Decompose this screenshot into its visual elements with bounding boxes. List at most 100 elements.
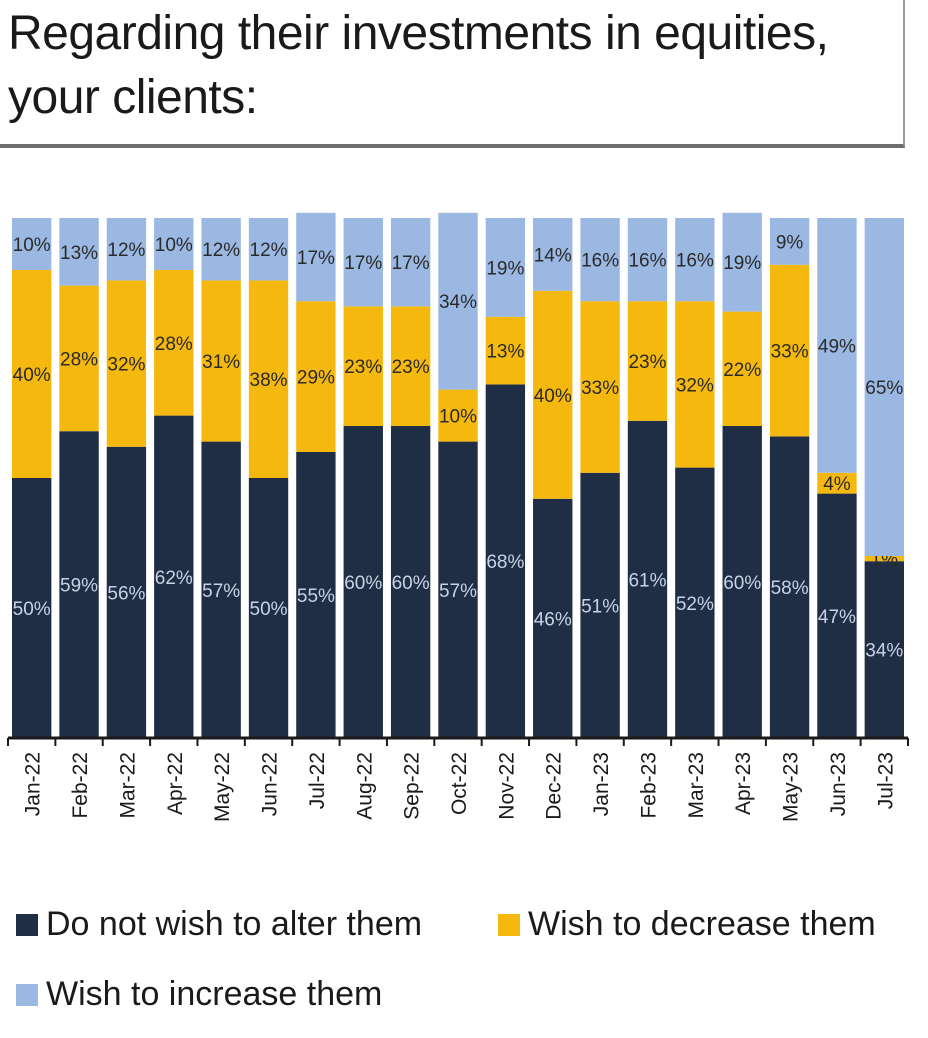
data-label: 40%	[13, 365, 51, 386]
x-tick-label: May-22	[211, 752, 234, 822]
data-label: 13%	[486, 342, 524, 363]
x-tick-label: Dec-22	[543, 752, 566, 820]
data-label: 50%	[250, 599, 288, 620]
bar-segment	[59, 218, 99, 286]
bar-segment	[675, 467, 715, 738]
bar-segment	[675, 301, 715, 468]
data-label: 29%	[297, 368, 335, 389]
x-tick-label: Jan-22	[22, 752, 45, 816]
bar-segment	[864, 556, 904, 562]
x-tick-label: Jun-22	[259, 752, 282, 816]
data-label: 58%	[771, 578, 809, 599]
data-label: 16%	[676, 251, 714, 272]
bar-segment	[627, 420, 668, 738]
data-label: 34%	[439, 292, 477, 313]
data-label: 12%	[250, 240, 288, 261]
bar-segment	[817, 218, 857, 473]
legend-swatch-decrease	[498, 913, 520, 936]
data-label: 17%	[344, 253, 382, 274]
data-label: 51%	[581, 596, 619, 617]
title-box: Regarding their investments in equities,…	[0, 0, 905, 148]
x-tick-label: Jul-22	[306, 752, 329, 809]
data-label: 23%	[344, 357, 382, 378]
bar-segment	[580, 301, 620, 473]
data-label: 60%	[344, 573, 382, 594]
data-label: 19%	[723, 253, 761, 274]
legend-swatch-increase	[16, 983, 38, 1006]
data-label: 47%	[818, 607, 856, 628]
bar-segment	[248, 218, 289, 281]
bar-segment	[343, 426, 383, 738]
x-tick-label: Apr-23	[732, 752, 755, 815]
bar-segment	[627, 218, 668, 302]
bar-segment	[769, 436, 810, 738]
bar-segment	[154, 270, 194, 416]
data-label: 16%	[628, 251, 666, 272]
x-tick-label: Apr-22	[164, 752, 187, 815]
data-label: 19%	[486, 258, 524, 279]
x-tick-label: Oct-22	[448, 752, 471, 815]
bar-segment	[533, 498, 573, 738]
bar-segment	[390, 426, 431, 738]
data-label: 60%	[392, 573, 430, 594]
x-tick-label: Feb-23	[637, 752, 660, 819]
data-label: 23%	[392, 357, 430, 378]
data-label: 62%	[155, 568, 193, 589]
data-label: 23%	[628, 352, 666, 373]
bar-segment	[817, 472, 857, 494]
data-label: 14%	[534, 245, 572, 266]
bar-segment	[722, 426, 762, 738]
bar-segment	[248, 280, 289, 478]
data-label: 52%	[676, 594, 714, 615]
data-label: 57%	[202, 581, 240, 602]
data-label: 33%	[581, 378, 619, 399]
data-label: 17%	[392, 253, 430, 274]
bar-segment	[154, 218, 194, 270]
stacked-bar-chart: 50% 40% 10% Jan-22 59% 28% 13% Feb-22 56% 32% 12% M…	[7, 212, 909, 822]
bar-segment	[248, 478, 289, 738]
legend-label-no-change: Do not wish to alter them	[46, 905, 423, 943]
bar-segment	[201, 441, 241, 738]
bar-segment	[485, 316, 526, 385]
bar-segment	[722, 212, 762, 312]
x-tick-label: Sep-22	[401, 752, 424, 820]
bar-segment	[438, 212, 478, 390]
legend-label-increase: Wish to increase them	[46, 975, 383, 1013]
bar-segment	[59, 285, 99, 432]
data-label: 10%	[155, 235, 193, 256]
chart-title: Regarding their investments in equities,…	[8, 7, 829, 124]
bar-segment	[12, 218, 52, 270]
data-label: 22%	[723, 360, 761, 381]
data-label: 59%	[60, 576, 98, 597]
bar-segment	[12, 270, 52, 478]
bar-segment	[864, 218, 904, 556]
data-label: 28%	[60, 349, 98, 370]
bar-segment	[390, 306, 431, 426]
bar-segment	[580, 472, 620, 738]
x-tick-label: Nov-22	[495, 752, 518, 820]
data-label: 61%	[628, 570, 666, 591]
data-label: 31%	[202, 352, 240, 373]
data-label: 56%	[107, 583, 145, 604]
data-label: 17%	[297, 248, 335, 269]
data-label: 33%	[771, 342, 809, 363]
bar-segment	[154, 415, 194, 738]
legend-label-decrease: Wish to decrease them	[528, 905, 876, 943]
legend-item-increase: Wish to increase them	[16, 975, 382, 1014]
legend-item-no-change: Do not wish to alter them	[16, 905, 422, 944]
x-tick-label: Jul-23	[874, 752, 897, 809]
bar-segment	[627, 301, 668, 421]
bar-segment	[533, 218, 573, 291]
bar-segment	[438, 441, 478, 738]
bar-segment	[769, 218, 810, 265]
bar-segment	[722, 311, 762, 426]
x-tick-label: Mar-23	[685, 752, 708, 819]
data-label: 40%	[534, 386, 572, 407]
x-tick-label: May-23	[780, 752, 803, 822]
bar-segment	[343, 306, 383, 426]
bar-segment	[438, 389, 478, 442]
bar-segment	[106, 280, 147, 447]
data-label: 46%	[534, 609, 572, 630]
bar-segment	[296, 212, 336, 302]
x-tick-label: Aug-22	[353, 752, 376, 820]
